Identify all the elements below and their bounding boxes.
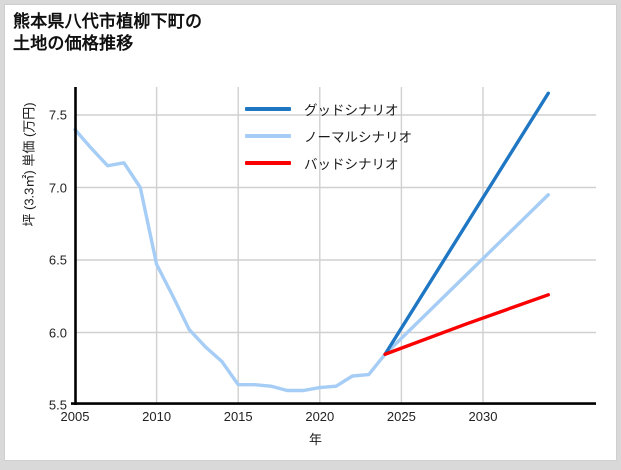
x-axis-label: 年 [308,432,322,447]
x-tick-label: 2010 [142,409,172,424]
legend-item: ノーマルシナリオ [245,122,475,149]
y-tick-label: 7.0 [48,180,67,195]
plot-area [71,87,596,405]
legend-label: ノーマルシナリオ [304,129,412,145]
series-line [73,127,550,393]
y-axis-label: 坪 (3.3㎡) 単価 (万円) [21,102,37,227]
legend-color-swatch [245,133,291,138]
y-tick-label: 6.0 [48,325,67,340]
y-tick-label: 7.5 [48,107,67,123]
x-tick-label: 2005 [60,409,90,424]
y-tick-label: 5.5 [48,397,67,413]
x-tick-label: 2025 [386,409,416,424]
legend-item: グッドシナリオ [245,95,475,122]
chart-figure: 熊本県八代市植柳下町の 土地の価格推移 5.5 6.0 6.5 7.0 7.5 坪 (3… [4,4,617,461]
x-tick-label: 2015 [223,409,253,424]
legend-color-swatch [245,160,291,165]
chart-title: 熊本県八代市植柳下町の 土地の価格推移 [13,12,203,54]
series-line [383,293,550,356]
legend-item: バッドシナリオ [245,149,475,176]
gridlines [75,87,596,403]
axis-lines [71,87,596,405]
legend-color-swatch [245,106,291,111]
chart-canvas [71,87,596,405]
y-tick-label: 6.5 [48,252,67,268]
chart-legend: グッドシナリオ ノーマルシナリオ バッドシナリオ [245,95,475,176]
x-tick-label: 2020 [305,409,335,424]
data-series-layer [73,91,550,393]
series-line [383,91,550,356]
y-axis-tick-labels: 5.5 6.0 6.5 7.0 7.5 [31,5,67,470]
x-tick-label: 2030 [468,409,498,424]
legend-label: グッドシナリオ [304,102,399,118]
legend-label: バッドシナリオ [304,156,399,172]
